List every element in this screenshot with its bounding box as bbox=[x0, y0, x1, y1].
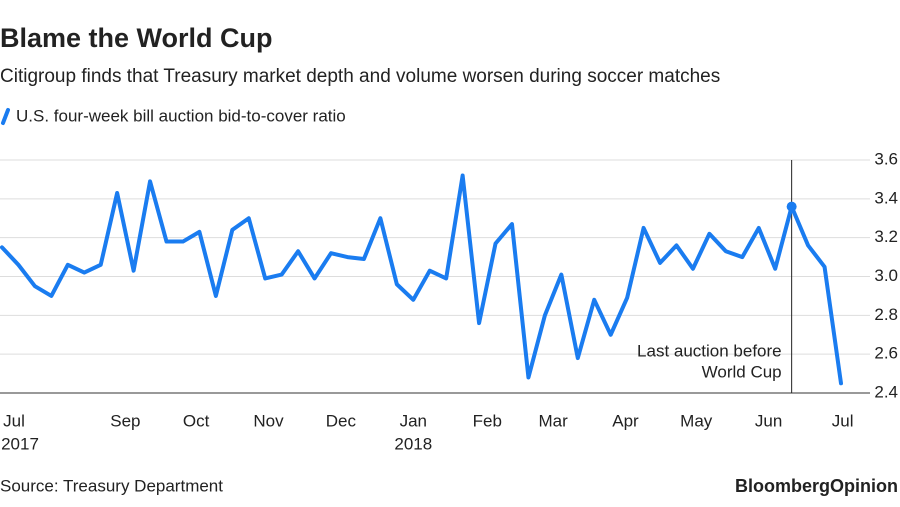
y-tick-label: 3.0 bbox=[874, 266, 898, 285]
x-tick-label: May bbox=[680, 411, 713, 430]
source: Source: Treasury Department bbox=[0, 476, 223, 495]
y-tick-label: 3.2 bbox=[874, 227, 898, 246]
x-tick-label: Jul bbox=[832, 411, 854, 430]
chart-title: Blame the World Cup bbox=[0, 23, 273, 53]
legend-swatch bbox=[1, 108, 10, 125]
y-tick-label: 3.6 bbox=[874, 149, 898, 168]
x-tick-label: Jun bbox=[755, 411, 782, 430]
annotation-text: Last auction before bbox=[637, 341, 782, 360]
annotation-text: World Cup bbox=[702, 362, 782, 381]
brand: BloombergOpinion bbox=[735, 476, 898, 496]
line-series bbox=[0, 173, 843, 386]
chart-subtitle: Citigroup finds that Treasury market dep… bbox=[0, 66, 720, 87]
x-year-label: 2017 bbox=[1, 434, 39, 453]
x-tick-label: Dec bbox=[326, 411, 357, 430]
x-tick-label: Nov bbox=[253, 411, 284, 430]
x-tick-label: Jan bbox=[400, 411, 427, 430]
x-tick-label: Jul bbox=[3, 411, 25, 430]
x-tick-label: Oct bbox=[183, 411, 210, 430]
x-tick-label: Feb bbox=[473, 411, 502, 430]
legend-label: U.S. four-week bill auction bid-to-cover… bbox=[16, 106, 346, 125]
y-tick-label: 2.8 bbox=[874, 305, 898, 324]
highlight-dot bbox=[786, 201, 797, 212]
y-tick-label: 2.4 bbox=[874, 382, 898, 401]
y-tick-label: 3.4 bbox=[874, 188, 898, 207]
x-tick-label: Sep bbox=[110, 411, 140, 430]
x-tick-label: Mar bbox=[538, 411, 568, 430]
x-year-label: 2018 bbox=[394, 434, 432, 453]
x-tick-label: Apr bbox=[612, 411, 639, 430]
y-tick-label: 2.6 bbox=[874, 344, 898, 363]
